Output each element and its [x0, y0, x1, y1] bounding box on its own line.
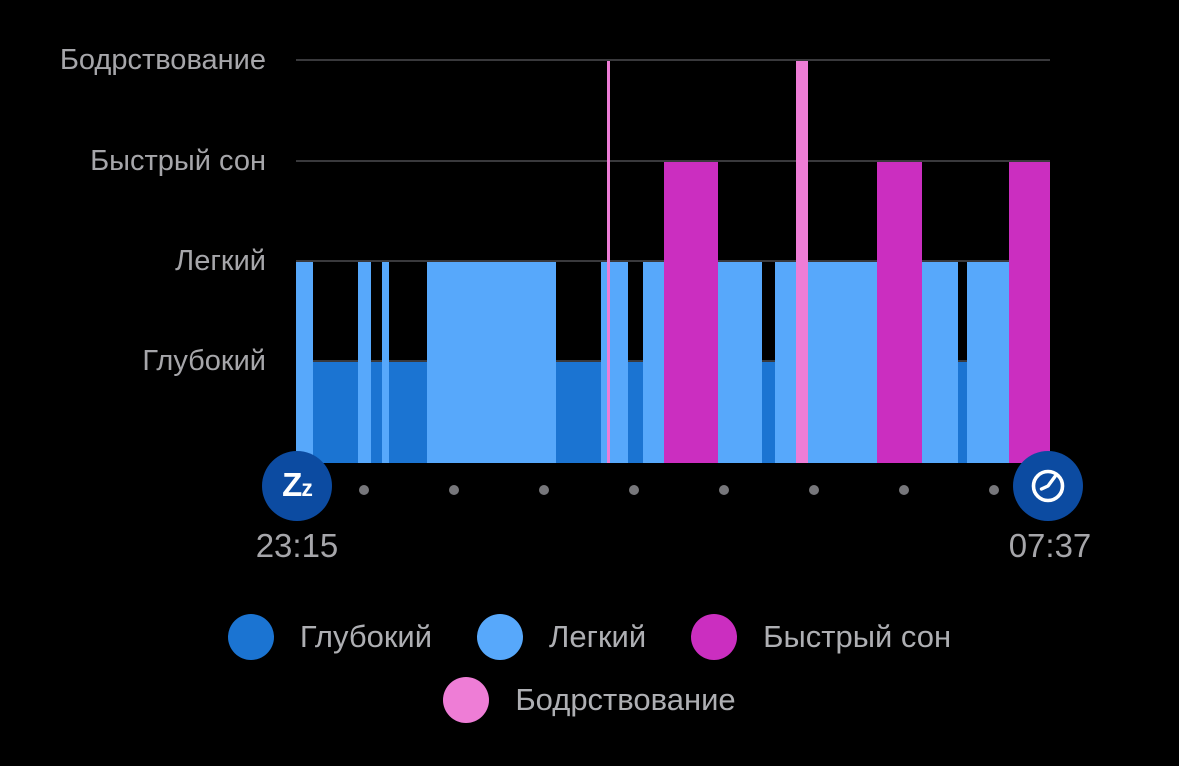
- legend-row-1: Глубокий Легкий Быстрый сон: [0, 614, 1179, 660]
- y-axis-label-awake: Бодрствование: [59, 44, 266, 76]
- sleep-segment-light[interactable]: [296, 261, 313, 463]
- sleep-segment-deep[interactable]: [389, 361, 427, 463]
- y-axis-label-rem: Быстрый сон: [90, 145, 266, 177]
- legend-row-2: Бодрствование: [0, 677, 1179, 723]
- sleep-segment-light[interactable]: [775, 261, 797, 463]
- legend-item-awake: Бодрствование: [443, 677, 736, 723]
- sleep-segment-deep[interactable]: [312, 361, 358, 463]
- sleep-segment-light[interactable]: [381, 261, 390, 463]
- sleep-start-icon: Zz: [262, 451, 332, 521]
- sleep-segment-deep[interactable]: [555, 361, 601, 463]
- axis-dot: [449, 485, 459, 495]
- sleep-segment-deep[interactable]: [371, 361, 382, 463]
- wake-end-time: 07:37: [1008, 527, 1092, 564]
- gridline-rem: [296, 160, 1050, 162]
- y-axis-label-deep: Глубокий: [142, 345, 266, 377]
- sleep-segment-light[interactable]: [600, 261, 607, 463]
- sleep-segment-awake[interactable]: [606, 61, 610, 463]
- sleep-segment-light[interactable]: [426, 261, 556, 463]
- legend-item-rem: Быстрый сон: [691, 614, 951, 660]
- axis-dot: [899, 485, 909, 495]
- sleep-segment-deep[interactable]: [958, 361, 968, 463]
- zz-glyph: Zz: [282, 466, 313, 503]
- sleep-segment-light[interactable]: [643, 261, 664, 463]
- sleep-start-time: 23:15: [255, 527, 339, 564]
- rem-sleep-dot-icon: [691, 614, 738, 660]
- sleep-segment-rem[interactable]: [1009, 161, 1050, 463]
- sleep-segment-light[interactable]: [922, 261, 959, 463]
- deep-sleep-dot-icon: [227, 614, 274, 660]
- sleep-segment-light[interactable]: [808, 261, 878, 463]
- axis-dot: [719, 485, 729, 495]
- sleep-segment-light[interactable]: [718, 261, 762, 463]
- gridline-awake: [296, 59, 1050, 61]
- clock-icon: [1031, 469, 1065, 503]
- axis-dot: [629, 485, 639, 495]
- legend: Глубокий Легкий Быстрый сон Бодрствовани…: [0, 614, 1179, 723]
- wake-time-icon: [1013, 451, 1083, 521]
- legend-label-awake: Бодрствование: [515, 682, 736, 717]
- sleep-segments-plot[interactable]: [0, 0, 1179, 463]
- sleep-segment-light[interactable]: [357, 261, 372, 463]
- sleep-segment-rem[interactable]: [664, 161, 719, 463]
- y-axis-label-light: Легкий: [175, 245, 266, 277]
- axis-dot: [539, 485, 549, 495]
- legend-item-light: Легкий: [477, 614, 646, 660]
- awake-dot-icon: [443, 677, 490, 723]
- axis-dot: [359, 485, 369, 495]
- sleep-segment-awake[interactable]: [796, 61, 809, 463]
- sleep-segment-light[interactable]: [609, 261, 628, 463]
- axis-dot: [809, 485, 819, 495]
- sleep-segment-deep[interactable]: [761, 361, 776, 463]
- legend-label-rem: Быстрый сон: [763, 619, 952, 654]
- legend-item-deep: Глубокий: [227, 614, 433, 660]
- light-sleep-dot-icon: [477, 614, 524, 660]
- axis-dot: [989, 485, 999, 495]
- legend-label-light: Легкий: [549, 619, 647, 654]
- sleep-segment-rem[interactable]: [877, 161, 923, 463]
- sleep-segment-deep[interactable]: [627, 361, 643, 463]
- sleep-segment-light[interactable]: [967, 261, 1010, 463]
- hypnogram-chart: Бодрствование Быстрый сон Легкий Глубоки…: [0, 0, 1179, 564]
- legend-label-deep: Глубокий: [299, 619, 433, 654]
